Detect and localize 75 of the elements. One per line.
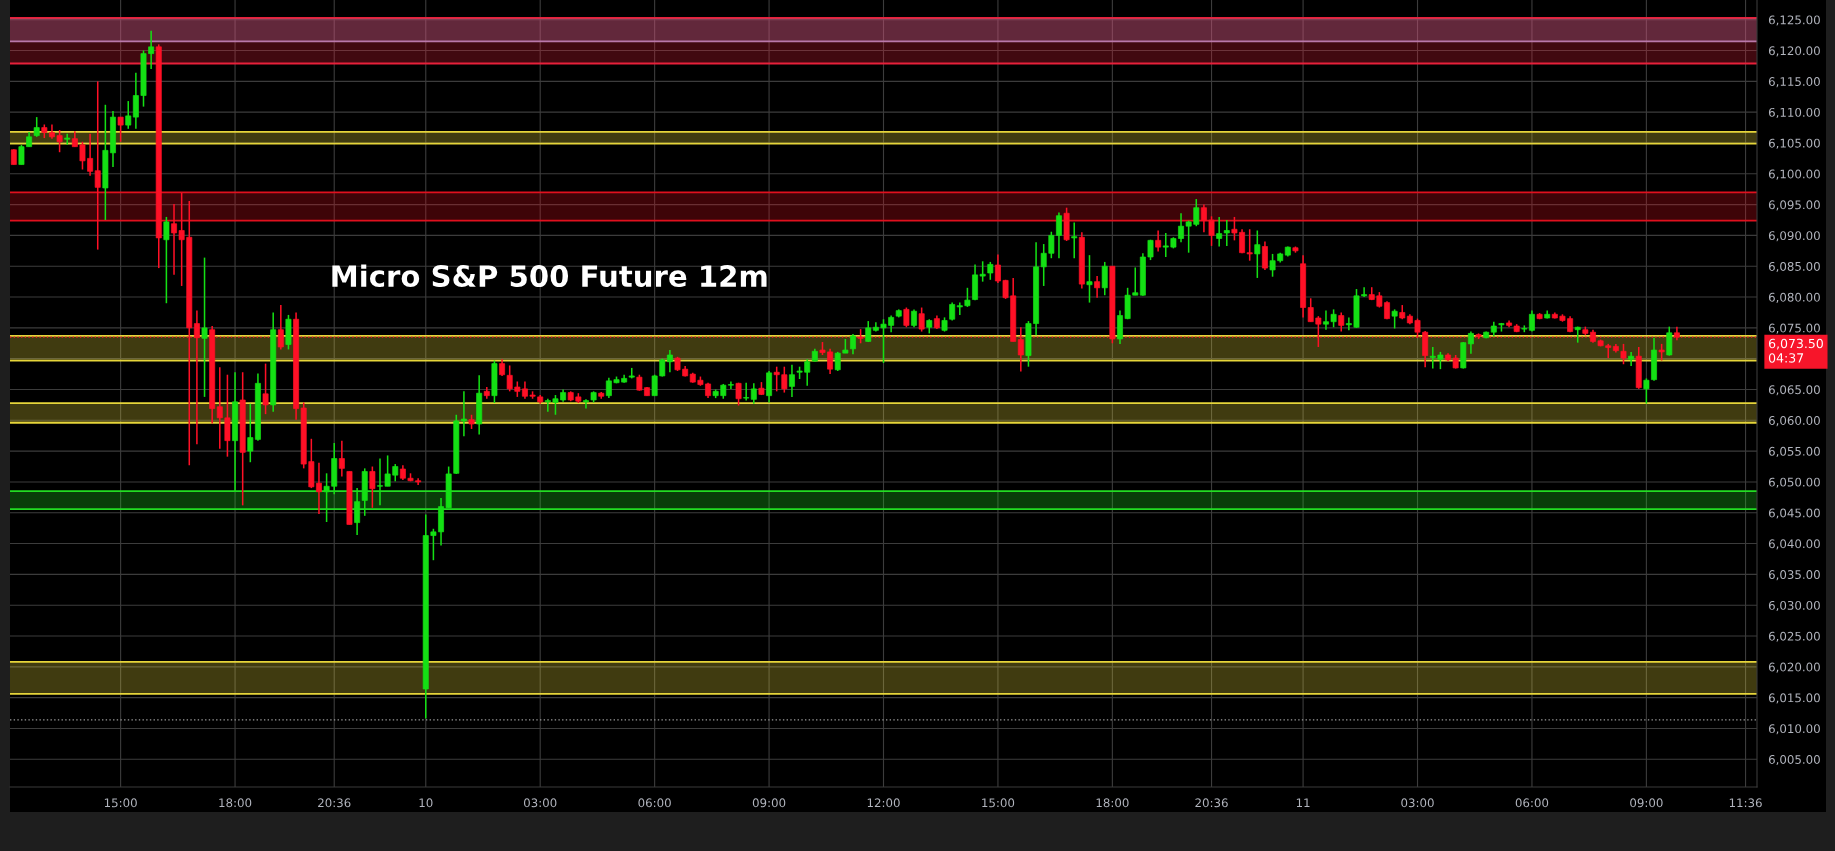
candlestick	[64, 132, 71, 146]
y-tick-label: 6,085.00	[1768, 261, 1820, 273]
y-tick-label: 6,045.00	[1768, 508, 1820, 519]
y-tick-label: 6,030.00	[1768, 600, 1820, 612]
y-tick-label: 6,005.00	[1768, 754, 1820, 766]
x-tick-label: 06:00	[638, 798, 671, 808]
x-tick-label: 10	[419, 798, 433, 808]
candlestick	[369, 465, 376, 509]
candlestick	[354, 487, 361, 536]
x-tick-label: 11:36	[1729, 798, 1762, 808]
x-tick-label: 09:00	[1630, 798, 1663, 808]
candlestick	[1071, 221, 1078, 259]
candlestick	[1391, 308, 1398, 330]
candlestick	[766, 370, 773, 404]
y-tick-label: 6,040.00	[1768, 539, 1820, 550]
candlestick	[117, 116, 124, 143]
x-tick-label: 15:00	[104, 798, 137, 808]
y-tick-label: 6,115.00	[1768, 77, 1820, 88]
x-tick-label: 06:00	[1515, 798, 1549, 808]
candlestick	[201, 256, 208, 398]
x-tick-label: 09:00	[752, 798, 786, 808]
y-tick-label: 6,015.00	[1768, 693, 1820, 704]
candlestick	[1094, 275, 1101, 299]
y-tick-label: 6,020.00	[1768, 662, 1820, 673]
y-tick-label: 6,080.00	[1768, 292, 1820, 303]
y-tick-label: 6,110.00	[1768, 107, 1820, 119]
text: Micro S&P 500 Future 12m	[332, 264, 767, 288]
y-tick-label: 6,025.00	[1768, 631, 1820, 642]
y-tick-label: 6,035.00	[1768, 570, 1820, 581]
candlestick	[1643, 377, 1650, 405]
candlestick	[850, 333, 856, 356]
y-tick-label: 6,055.00	[1768, 446, 1820, 457]
y-tick-label: 6,060.00	[1768, 416, 1820, 427]
candlestick	[1666, 325, 1673, 357]
candlestick	[1254, 229, 1261, 279]
candlestick	[1216, 216, 1223, 248]
candlestick	[1628, 351, 1635, 367]
candlestick	[33, 116, 40, 138]
candlestick	[918, 306, 925, 333]
candlestick	[1262, 240, 1268, 271]
candlestick	[903, 306, 910, 329]
candlestick	[1155, 229, 1162, 253]
y-tick-label: 6,065.00	[1768, 385, 1820, 396]
x-tick-label: 18:00	[219, 798, 252, 808]
candlestick	[125, 100, 132, 130]
x-tick-label: 18:00	[1096, 798, 1129, 808]
y-tick-label: 6,120.00	[1768, 46, 1820, 57]
y-tick-label: 6,075.00	[1768, 323, 1820, 334]
candlestick	[262, 362, 269, 415]
x-tick-label: 20:36	[1195, 798, 1228, 808]
candlestick	[338, 439, 345, 478]
x-tick-label: 20:36	[318, 798, 351, 808]
x-tick-label: 03:00	[523, 798, 557, 808]
candlestick	[1101, 261, 1108, 296]
y-tick-label: 6,125.00	[1768, 15, 1820, 26]
candlestick	[1086, 254, 1093, 304]
x-tick-label: 12:00	[867, 798, 900, 808]
y-tick-label: 6,095.00	[1768, 200, 1820, 211]
x-tick-label: 11	[1296, 798, 1310, 808]
candlestick	[750, 382, 757, 405]
y-tick-label: 6,090.00	[1768, 231, 1820, 242]
y-tick-label: 6,050.00	[1768, 477, 1820, 488]
ref-line-label: 6,073.50 04:37	[1768, 338, 1823, 363]
candlestick	[277, 304, 284, 351]
x-tick-label: 03:00	[1401, 798, 1434, 808]
y-tick-label: 6,100.00	[1768, 169, 1820, 180]
y-tick-label: 6,010.00	[1768, 724, 1820, 735]
y-tick-label: 6,105.00	[1768, 138, 1820, 149]
candlestick	[743, 381, 750, 402]
candlestick	[1338, 311, 1345, 333]
candlestick	[1620, 343, 1627, 365]
candlestick	[789, 364, 795, 398]
candlestick	[1223, 219, 1230, 247]
candlestick	[163, 216, 170, 304]
x-tick-label: 15:00	[982, 798, 1015, 808]
